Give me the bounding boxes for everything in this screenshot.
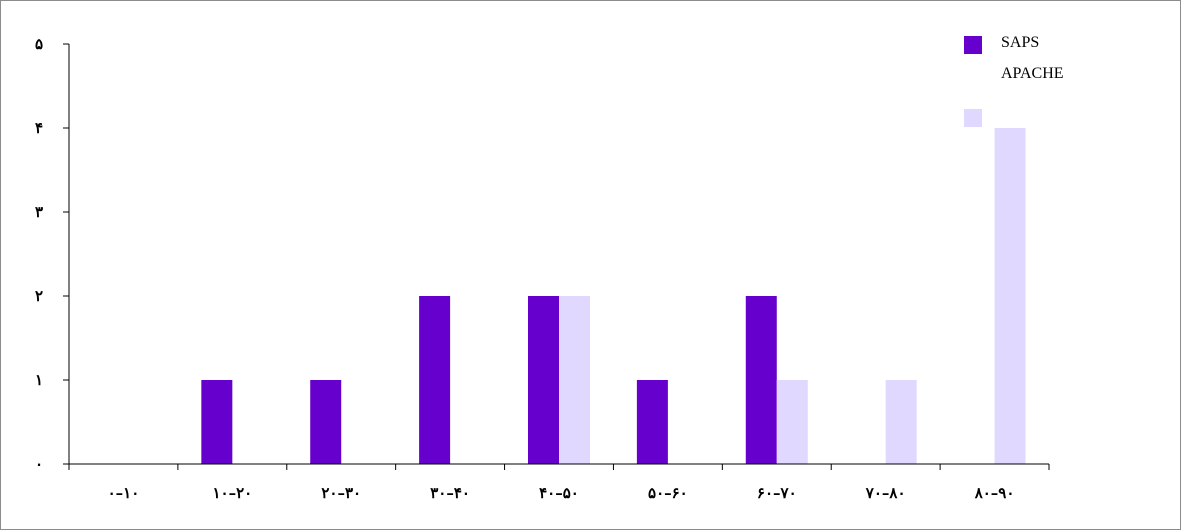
bar-apache-4 [559, 296, 590, 464]
x-category-label: ۰–۱۰ [108, 484, 140, 502]
x-category-label: ۷۰–۸۰ [865, 484, 906, 502]
bar-saps-1 [201, 380, 233, 464]
y-tick-label: ۴ [35, 119, 43, 137]
x-category-label: ۱۰–۲۰ [212, 484, 252, 502]
legend-swatch-saps [964, 36, 982, 54]
legend: SAPS APACHE [964, 34, 1064, 127]
bars-layer [201, 128, 1026, 464]
x-category-label: ۲۰–۳۰ [321, 484, 361, 502]
axes-layer [68, 44, 1049, 465]
bar-saps-5 [636, 380, 668, 464]
x-category-label: ۴۰–۵۰ [539, 484, 579, 502]
bar-saps-2 [310, 380, 342, 464]
x-category-label: ۵۰–۶۰ [648, 484, 688, 502]
bar-apache-7 [885, 380, 917, 464]
x-category-label: ۶۰–۷۰ [757, 484, 797, 502]
bar-apache-8 [994, 128, 1026, 464]
legend-label-saps: SAPS [1001, 34, 1039, 51]
y-tick-label: ۰ [35, 455, 43, 473]
y-tick-label: ۲ [35, 287, 43, 305]
legend-swatch-apache [964, 109, 982, 127]
bar-saps-3 [419, 296, 451, 464]
x-category-label: ۳۰–۴۰ [430, 484, 470, 502]
bar-saps-6 [745, 296, 777, 464]
legend-label-apache: APACHE [1001, 65, 1064, 82]
bar-apache-6 [776, 380, 808, 464]
y-tick-label: ۳ [35, 203, 43, 221]
x-ticks: ۰–۱۰ ۱۰–۲۰ ۲۰–۳۰ ۳۰–۴۰ ۴۰–۵۰ ۵۰–۶۰ ۶۰–۷۰ ۷۰–۸۰ ۸… [68, 464, 1050, 502]
bar-saps-4 [528, 296, 559, 464]
y-ticks: ۰ ۱ ۲ ۳ ۴ ۵ [35, 35, 69, 473]
y-tick-label: ۱ [35, 371, 43, 389]
x-category-label: ۸۰–۹۰ [974, 484, 1015, 502]
y-tick-label: ۵ [35, 35, 43, 53]
